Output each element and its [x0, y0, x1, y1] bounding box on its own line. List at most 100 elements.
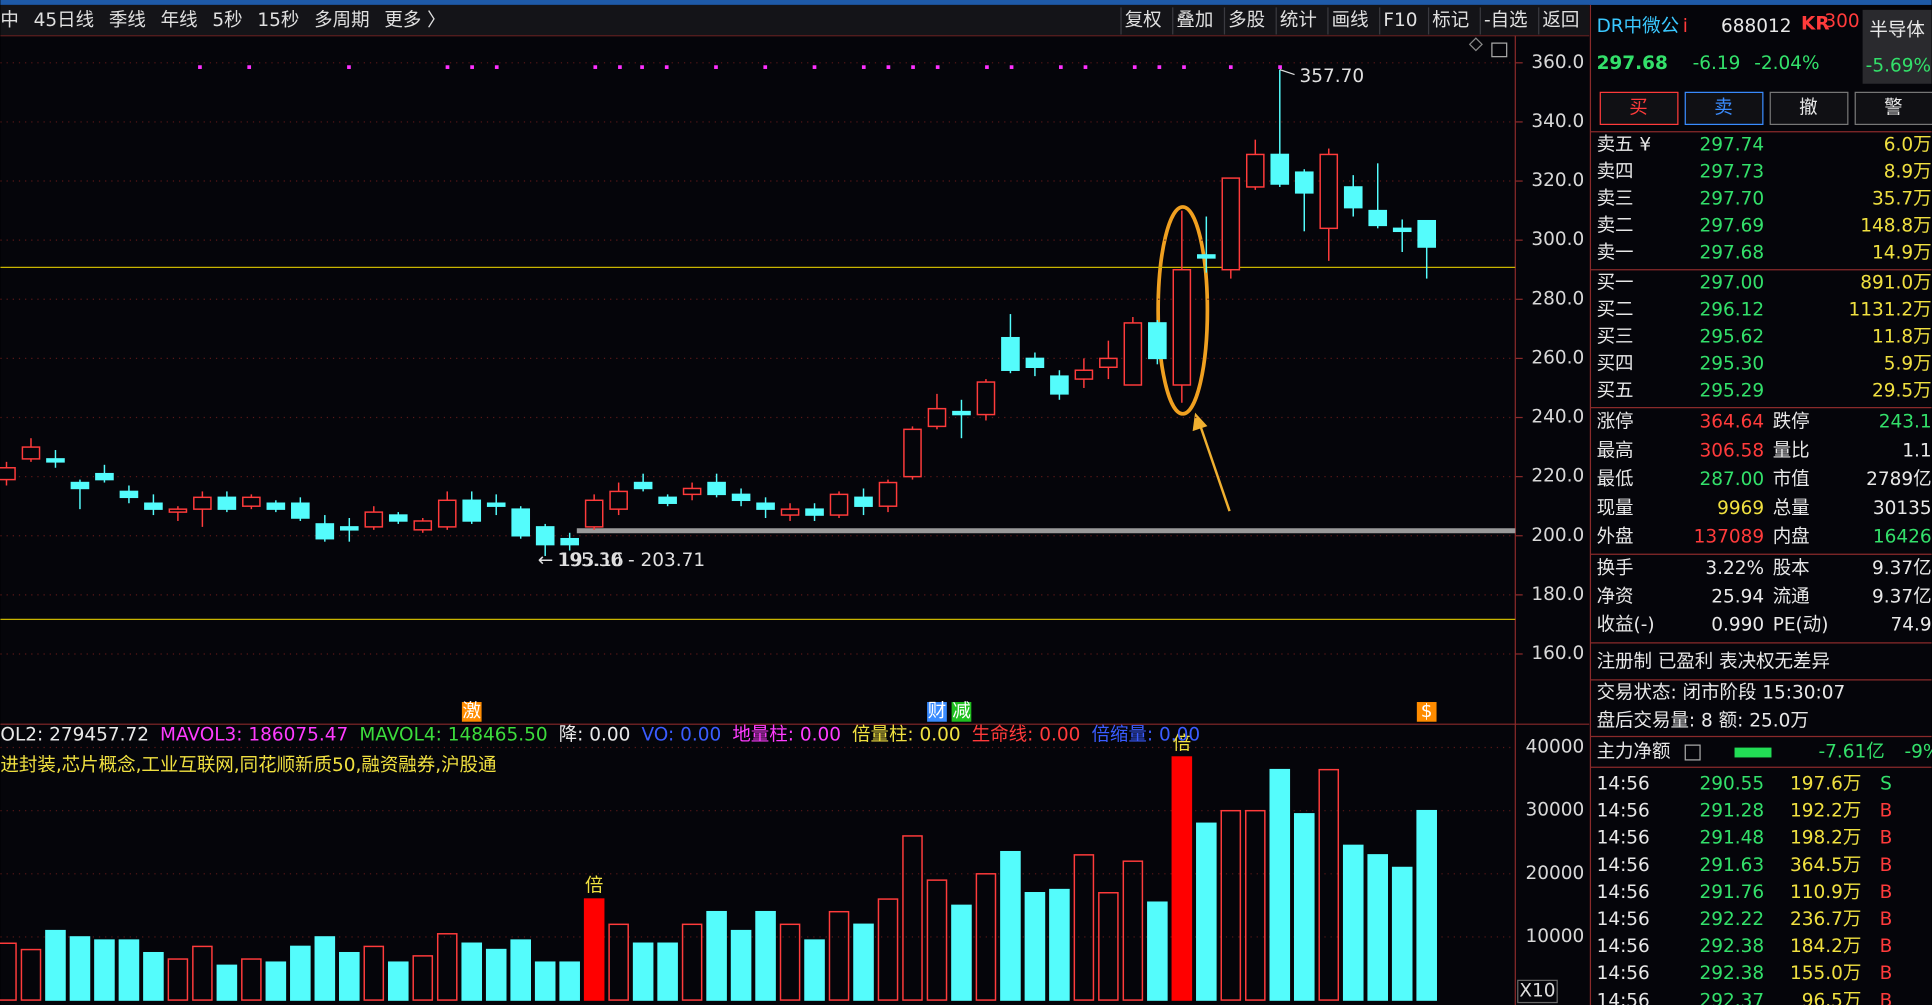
volume-bar [902, 835, 923, 1001]
toolbar-period[interactable]: 季线 [109, 10, 146, 31]
candle-body [756, 502, 775, 510]
volume-bar [1367, 854, 1389, 1001]
y-tick-label: 200.0 [1531, 525, 1584, 546]
volume-bar [877, 898, 899, 1001]
candle-body [46, 458, 65, 463]
candle-body [119, 490, 139, 499]
trade-button-label[interactable]: 卖 [1714, 97, 1732, 118]
sector-box [1862, 9, 1932, 84]
signal-badge [1416, 702, 1437, 722]
indicator-legend: 地量柱: 0.00 [732, 724, 841, 745]
volume-bar [559, 961, 580, 1001]
y-tick-label: 300.0 [1531, 229, 1584, 250]
toolbar-tool[interactable]: F10 [1383, 10, 1417, 31]
signal-dot [618, 65, 622, 69]
toolbar-tool[interactable]: 统计 [1280, 10, 1317, 31]
volume-bar [290, 945, 311, 1001]
candle-body [462, 499, 482, 522]
market-badge-sub: 300 [1824, 11, 1859, 32]
toolbar-tool[interactable]: -自选 [1484, 10, 1528, 31]
toolbar-period[interactable]: 多周期 [314, 10, 369, 31]
candle-body [1148, 322, 1167, 360]
signal-label: $ [1421, 701, 1433, 722]
toolbar-period[interactable]: 更多 〉 [384, 10, 445, 31]
trade-button-label[interactable]: 买 [1629, 97, 1647, 118]
signal-dot [445, 65, 450, 69]
flow-bar [1734, 747, 1772, 758]
y-tick-label: 360.0 [1531, 52, 1584, 73]
toolbar-period[interactable]: 45日线 [34, 10, 94, 31]
toolbar-period[interactable]: 中 [0, 10, 18, 31]
volume-bar [1171, 756, 1193, 1001]
trade-side: B [1880, 828, 1893, 849]
trade-button[interactable] [1854, 91, 1932, 126]
indicator-legend: MAVOL4: 148465.50 [359, 724, 547, 745]
stat-label: 换手 [1597, 558, 1634, 579]
sector-name: 半导体 [1869, 20, 1924, 41]
volume-bar [167, 958, 189, 1001]
candle-body [1245, 153, 1265, 188]
candle-body [854, 496, 873, 507]
toolbar-period[interactable]: 5秒 [212, 10, 242, 31]
volume-bar [951, 904, 972, 1001]
book-price: 296.12 [1699, 299, 1764, 320]
book-label: 买一 [1597, 272, 1634, 293]
book-label: 买四 [1597, 354, 1634, 375]
trade-button[interactable] [1684, 91, 1764, 126]
toolbar-tool[interactable]: 叠加 [1176, 10, 1213, 31]
signal-dot [861, 65, 866, 69]
stat-label: 股本 [1773, 558, 1810, 579]
volume-bar [534, 961, 556, 1001]
toolbar-tool[interactable]: 多股 [1228, 10, 1265, 31]
volume-bar [1245, 809, 1266, 1001]
trade-volume: 155.0万 [1790, 963, 1861, 984]
volume-bar [216, 964, 238, 1001]
signal-label: 激 [462, 701, 480, 722]
volume-bar [1098, 892, 1119, 1001]
signal-dot [1058, 65, 1063, 69]
trade-side: B [1880, 801, 1893, 822]
candle-body [1270, 153, 1290, 185]
toolbar-tool[interactable]: 标记 [1432, 10, 1469, 31]
indicator-legend: 生命线: 0.00 [972, 724, 1081, 745]
toolbar-period[interactable]: 15秒 [257, 10, 299, 31]
candle-body [903, 428, 922, 478]
toolbar-tool[interactable]: 返回 [1542, 10, 1579, 31]
stat-label: 外盘 [1597, 527, 1634, 548]
volume-bar [461, 942, 483, 1001]
toolbar-tool[interactable]: 画线 [1332, 10, 1369, 31]
trade-side: B [1880, 882, 1893, 903]
stat-label: 流通 [1773, 586, 1810, 607]
trade-time: 14:56 [1597, 828, 1650, 849]
book-volume: 8.9万 [1884, 161, 1932, 182]
candle-body [927, 407, 947, 428]
signal-dot [1157, 65, 1162, 69]
trade-button-label[interactable]: 撤 [1799, 97, 1817, 118]
y-tick-label: 10000 [1526, 926, 1585, 947]
trade-time: 14:56 [1597, 963, 1650, 984]
signal-dot [1132, 65, 1137, 69]
candle-body [1001, 336, 1020, 371]
trade-button[interactable] [1769, 91, 1849, 126]
volume-marker: 倍 [585, 876, 603, 897]
highlight-ellipse [1156, 205, 1210, 416]
candle-body [584, 499, 604, 528]
trade-time: 14:56 [1597, 909, 1650, 930]
trade-button[interactable] [1599, 91, 1679, 126]
trade-side: B [1880, 990, 1893, 1005]
flow-pct: -9% [1904, 742, 1932, 763]
volume-bar [45, 929, 66, 1001]
scale-box [1517, 979, 1558, 1004]
toolbar-period[interactable]: 年线 [161, 10, 198, 31]
diamond-icon [1468, 37, 1483, 52]
stat-label: 量比 [1773, 440, 1810, 461]
trade-volume: 96.5万 [1802, 990, 1862, 1005]
book-price: 297.73 [1699, 161, 1764, 182]
trade-side: B [1880, 855, 1893, 876]
volume-bar [1147, 901, 1168, 1001]
toolbar-tool[interactable]: 复权 [1125, 10, 1162, 31]
stock-flag: i [1683, 16, 1688, 37]
trade-button-label[interactable]: 警 [1884, 97, 1902, 118]
book-volume: 891.0万 [1860, 272, 1931, 293]
candle-body [805, 508, 824, 516]
